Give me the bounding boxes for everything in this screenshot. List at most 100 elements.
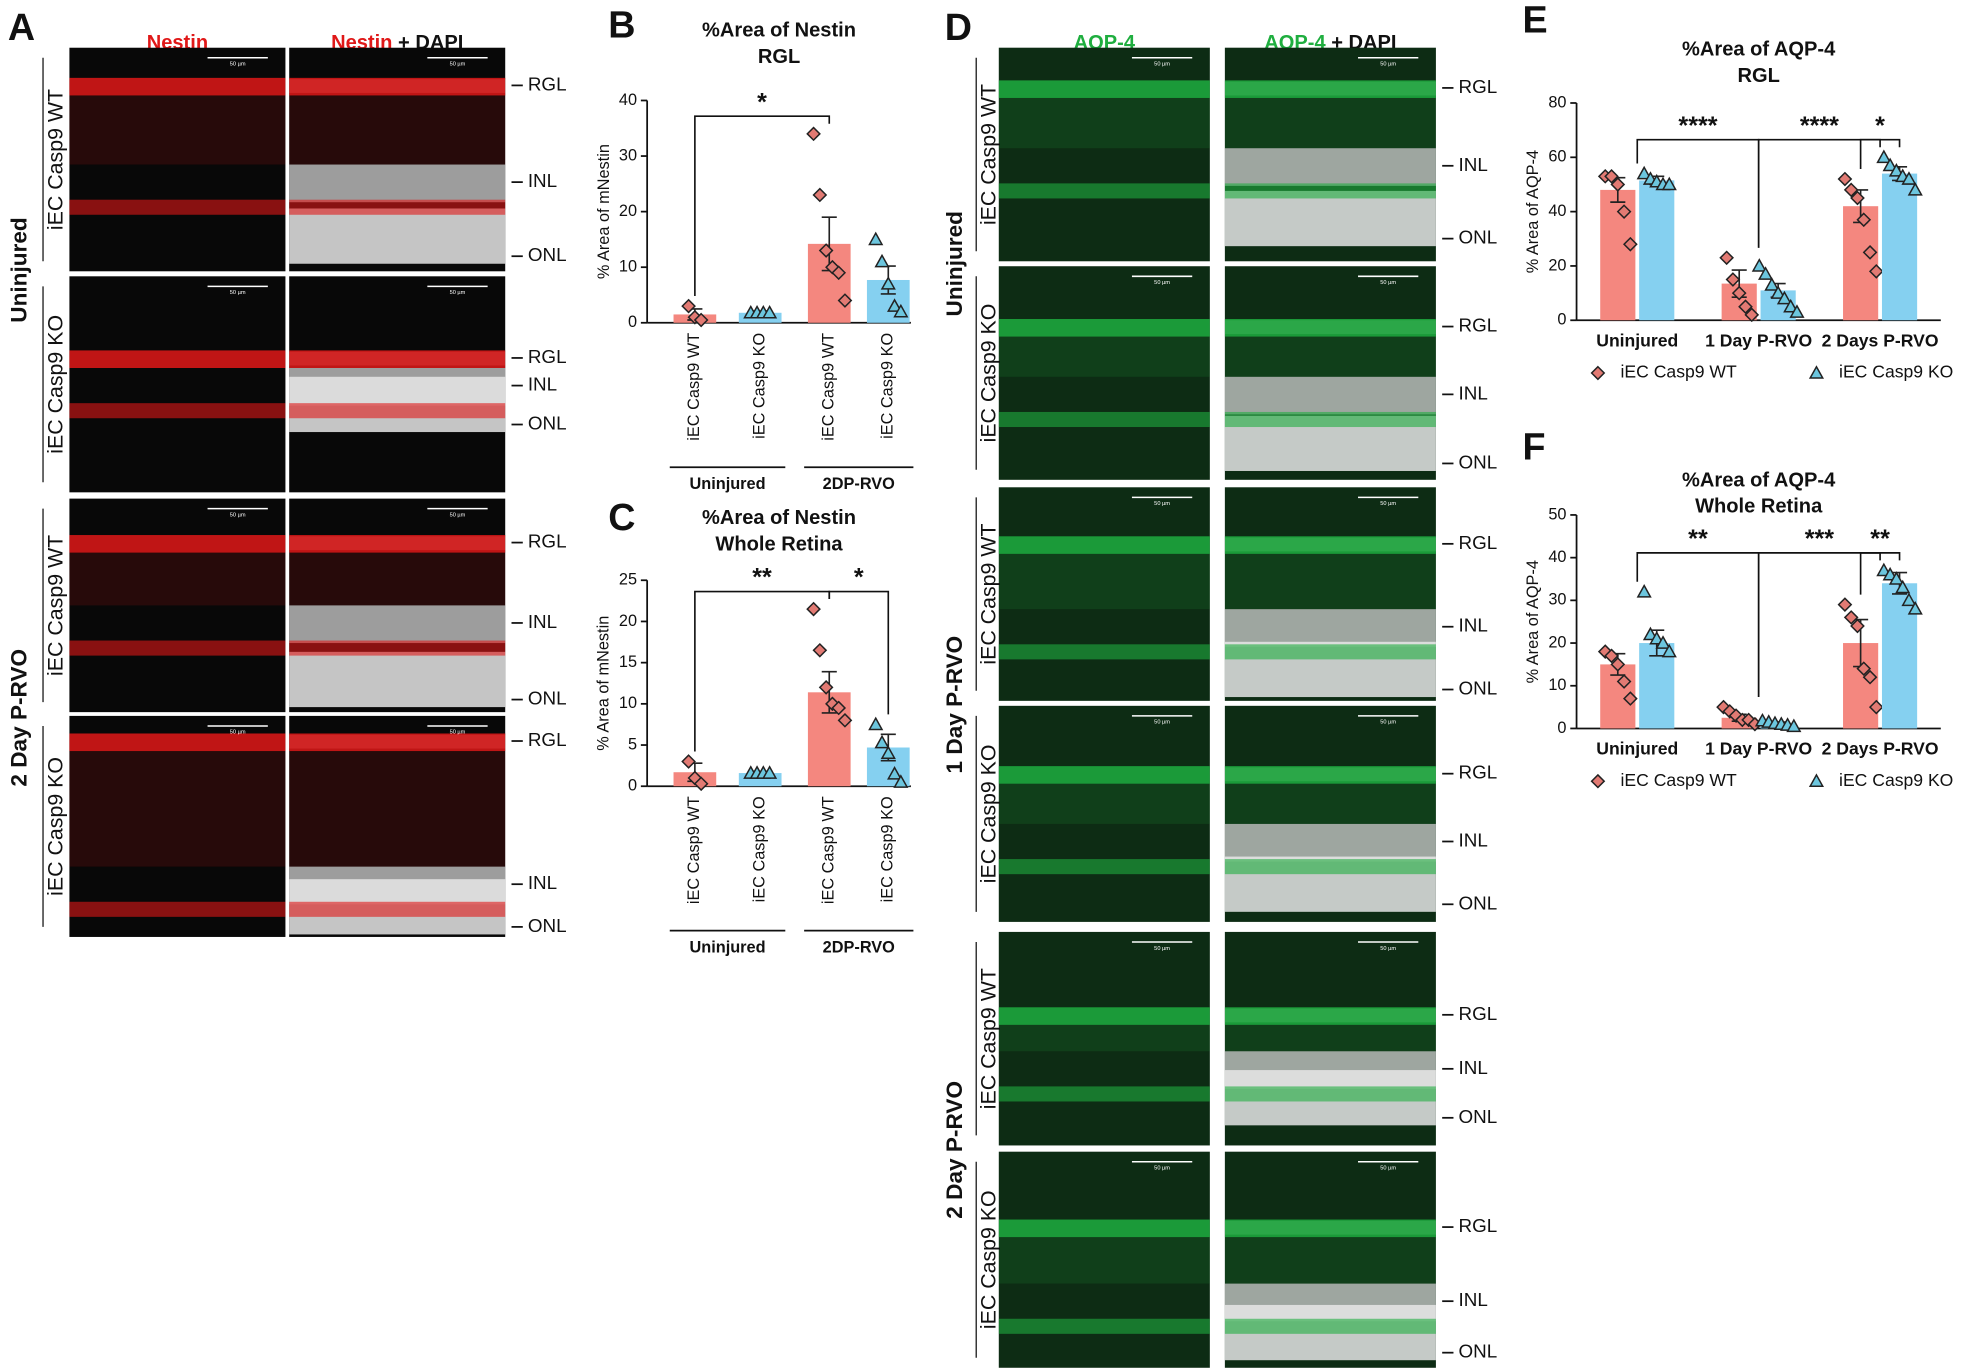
data-point: [1731, 285, 1747, 301]
data-point: [1616, 674, 1632, 689]
x-tick-label: Uninjured: [1596, 738, 1678, 758]
legend-marker: [1590, 773, 1606, 789]
data-point: [1868, 264, 1884, 279]
data-point: [1623, 691, 1638, 706]
data-point: [1636, 165, 1652, 180]
data-point: [1610, 177, 1626, 192]
y-tick-label: 30: [1548, 591, 1566, 609]
panel-letter: D: [945, 6, 972, 48]
data-point: [1789, 304, 1805, 318]
data-point: [1882, 157, 1898, 172]
data-point: [1843, 610, 1859, 625]
legend-label: iEC Casp9 KO: [1839, 362, 1953, 382]
x-tick-label: iEC Casp9 KO: [750, 333, 768, 439]
layer-label: INL: [528, 170, 557, 191]
micrograph: 50 µm: [1224, 1151, 1436, 1368]
micrograph: 50 µm: [1224, 266, 1436, 480]
micrograph: 50 µm: [1224, 47, 1436, 262]
data-point: [818, 243, 834, 258]
data-point: [812, 642, 828, 658]
layer-label: ONL: [1458, 451, 1497, 472]
genotype-label: iEC Casp9 KO: [43, 757, 67, 896]
data-point: [681, 298, 696, 314]
group-label: 2DP-RVO: [823, 939, 895, 957]
x-tick-label: iEC Casp9 KO: [879, 333, 897, 439]
micrograph: 50 µm: [69, 276, 286, 493]
data-point: [1744, 307, 1760, 323]
layer-label: ONL: [528, 244, 567, 265]
chart-title: %Area of AQP-4: [1682, 39, 1836, 61]
dapi: [289, 605, 506, 644]
micrograph: 50 µm: [1224, 487, 1436, 701]
layer-label: RGL: [1458, 1215, 1497, 1236]
y-tick-label: 30: [619, 146, 637, 164]
y-tick-label: 10: [619, 694, 637, 712]
scale-label: 50 µm: [230, 730, 246, 736]
chart-subtitle: Whole Retina: [715, 533, 843, 555]
x-tick-label: 1 Day P-RVO: [1705, 738, 1812, 758]
stain: [289, 77, 506, 96]
data-point: [1719, 250, 1734, 266]
y-tick-label: 20: [1548, 633, 1566, 651]
stain: [1224, 1219, 1436, 1238]
stain: [289, 199, 506, 215]
data-point: [887, 766, 903, 780]
stain: [69, 403, 286, 419]
y-axis-label: % Area of AQP-4: [1524, 150, 1542, 273]
data-point: [1604, 648, 1619, 664]
stain: [998, 80, 1210, 98]
micrograph: 50 µm: [998, 487, 1210, 701]
layer-label: ONL: [1458, 1106, 1497, 1127]
data-point: [693, 312, 709, 328]
bar: [1600, 189, 1636, 321]
data-point: [1786, 718, 1802, 733]
genotype-label: iEC Casp9 WT: [977, 524, 1001, 665]
stain: [289, 535, 506, 553]
layer-label: INL: [1458, 382, 1487, 403]
dapi: [289, 164, 506, 203]
data-point: [1856, 661, 1872, 677]
micrograph: 50 µm: [1224, 705, 1436, 922]
data-point: [1888, 571, 1904, 585]
data-point: [1610, 657, 1626, 672]
stain: [69, 751, 286, 867]
significance-bracket: [1859, 552, 1901, 595]
data-point: [1901, 592, 1917, 607]
stain: [1224, 183, 1436, 199]
image-wash: [998, 931, 1210, 1146]
micrograph: 50 µm: [289, 715, 506, 937]
condition-label: Uninjured: [6, 217, 31, 322]
layer-label: RGL: [1458, 762, 1497, 783]
micrograph: 50 µm: [998, 266, 1210, 480]
stain: [998, 411, 1210, 428]
group-label: Uninjured: [689, 475, 765, 493]
image-wash: [998, 705, 1210, 922]
data-point: [1655, 635, 1671, 649]
micrograph: 50 µm: [998, 1151, 1210, 1368]
stain: [998, 1024, 1210, 1052]
stain: [69, 350, 286, 368]
y-tick-label: 40: [619, 91, 637, 109]
y-tick-label: 20: [619, 202, 637, 220]
stain: [998, 336, 1210, 377]
chart-subtitle: RGL: [758, 46, 800, 68]
panel-letter: B: [608, 4, 635, 46]
layer-label: RGL: [528, 531, 567, 552]
y-tick-label: 0: [1557, 311, 1566, 329]
image-bg: [998, 266, 1210, 480]
layer-label: RGL: [1458, 532, 1497, 553]
x-tick-label: iEC Casp9 WT: [685, 333, 703, 441]
scale-label: 50 µm: [450, 730, 466, 736]
stain: [1224, 644, 1436, 660]
data-point: [1907, 601, 1923, 615]
stain: [998, 319, 1210, 337]
chart-title: %Area of Nestin: [702, 507, 856, 529]
image-wash: [998, 487, 1210, 701]
stain: [1224, 411, 1436, 428]
layer-label: INL: [528, 611, 557, 632]
scale-label: 50 µm: [1154, 280, 1170, 286]
data-point: [837, 712, 853, 728]
stain: [1224, 1007, 1436, 1025]
data-point: [1661, 176, 1677, 191]
condition-label: Uninjured: [942, 211, 967, 316]
